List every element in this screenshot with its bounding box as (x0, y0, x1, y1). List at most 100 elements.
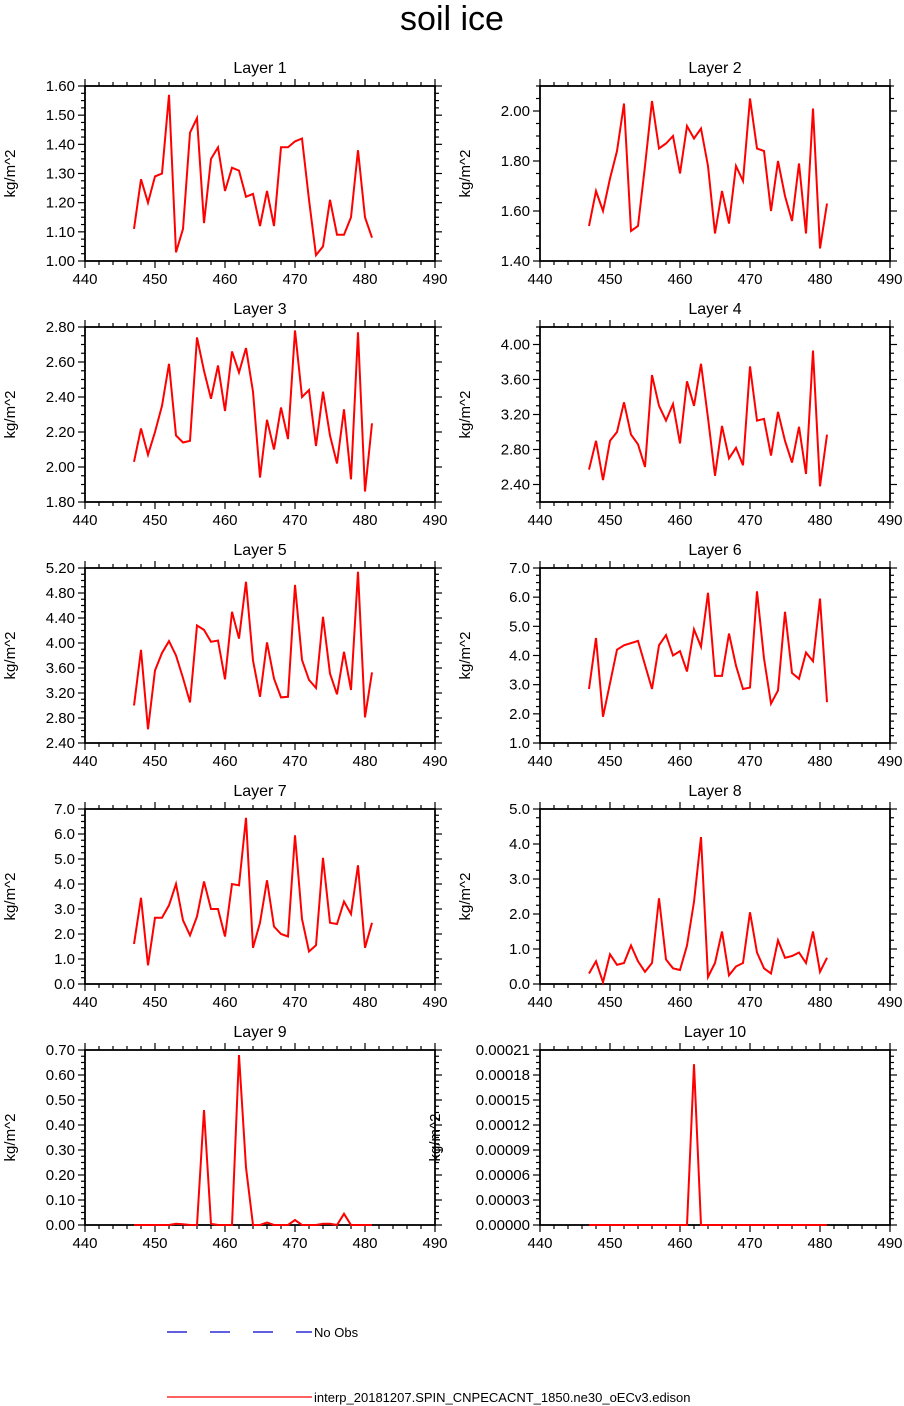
x-tick-label: 480 (352, 994, 377, 1011)
y-axis-label: kg/m^2 (2, 873, 19, 921)
x-tick-label: 470 (737, 512, 762, 529)
y-tick-label: 0.00006 (476, 1167, 530, 1184)
y-tick-label: 2.40 (501, 477, 530, 494)
x-tick-label: 470 (737, 994, 762, 1011)
y-tick-label: 4.40 (46, 610, 75, 627)
x-tick-label: 490 (422, 994, 447, 1011)
y-tick-label: 1.30 (46, 166, 75, 183)
y-tick-label: 0.00000 (476, 1217, 530, 1234)
y-tick-label: 3.0 (509, 677, 530, 694)
x-tick-label: 480 (807, 512, 832, 529)
legend-no-obs-label: No Obs (314, 1325, 359, 1340)
x-tick-label: 450 (142, 512, 167, 529)
y-axis-label: kg/m^2 (457, 632, 474, 680)
x-tick-label: 440 (72, 271, 97, 288)
y-tick-label: 0.00003 (476, 1192, 530, 1209)
y-axis-label: kg/m^2 (2, 1114, 19, 1162)
x-tick-label: 450 (142, 994, 167, 1011)
y-tick-label: 1.10 (46, 224, 75, 241)
y-tick-label: 2.60 (46, 354, 75, 371)
y-tick-label: 1.60 (46, 78, 75, 95)
figure-title: soil ice (400, 0, 504, 38)
y-tick-label: 1.40 (501, 253, 530, 270)
x-tick-label: 440 (527, 753, 552, 770)
y-axis-label: kg/m^2 (457, 391, 474, 439)
x-tick-label: 460 (212, 271, 237, 288)
panel-title: Layer 3 (233, 301, 286, 318)
x-tick-label: 480 (352, 753, 377, 770)
series-line (133, 817, 373, 966)
panel-layer-8: Layer 8 440 450 460 470 480 490 0.0 1.0 2.0 3.0 4.0… (457, 783, 903, 1011)
panel-title: Layer 4 (688, 301, 741, 318)
plot-frame (539, 567, 891, 744)
panel-layer-10: Layer 10 440 450 460 470 480 490 0.00000 0.00003… (427, 1024, 903, 1252)
series-line (588, 350, 828, 487)
x-tick-label: 480 (807, 1235, 832, 1252)
y-tick-label: 2.40 (46, 389, 75, 406)
x-tick-label: 470 (737, 753, 762, 770)
x-tick-label: 470 (282, 512, 307, 529)
y-tick-label: 5.0 (509, 801, 530, 818)
x-tick-label: 490 (877, 512, 902, 529)
series-line (589, 1064, 827, 1226)
y-tick-label: 0.70 (46, 1042, 75, 1059)
y-tick-label: 1.0 (509, 941, 530, 958)
panel-layer-9: Layer 9 440 450 460 470 480 490 0.00 0.10 0.20 0.3… (2, 1024, 448, 1252)
y-axis-label: kg/m^2 (457, 873, 474, 921)
plot-frame (84, 808, 436, 985)
x-tick-label: 480 (352, 1235, 377, 1252)
y-tick-label: 4.0 (54, 876, 75, 893)
y-tick-label: 0.30 (46, 1142, 75, 1159)
y-tick-label: 6.0 (54, 826, 75, 843)
x-tick-label: 450 (597, 512, 622, 529)
x-tick-label: 460 (667, 271, 692, 288)
x-tick-label: 490 (877, 994, 902, 1011)
y-tick-label: 0.50 (46, 1092, 75, 1109)
series-line (588, 836, 828, 986)
x-tick-label: 470 (282, 753, 307, 770)
panel-title: Layer 2 (688, 60, 741, 77)
x-tick-label: 440 (72, 994, 97, 1011)
y-axis-label: kg/m^2 (2, 391, 19, 439)
x-tick-label: 460 (667, 753, 692, 770)
y-tick-label: 1.00 (46, 253, 75, 270)
x-tick-label: 440 (527, 994, 552, 1011)
y-tick-label: 3.60 (501, 372, 530, 389)
y-tick-label: 3.20 (46, 685, 75, 702)
x-tick-label: 490 (877, 271, 902, 288)
x-tick-label: 440 (527, 512, 552, 529)
panel-title: Layer 5 (233, 542, 286, 559)
y-tick-label: 1.0 (54, 951, 75, 968)
x-tick-label: 470 (737, 271, 762, 288)
x-tick-label: 450 (597, 994, 622, 1011)
x-tick-label: 450 (597, 1235, 622, 1252)
x-tick-label: 470 (282, 994, 307, 1011)
y-tick-label: 0.40 (46, 1117, 75, 1134)
x-tick-label: 460 (667, 1235, 692, 1252)
y-tick-label: 1.0 (509, 735, 530, 752)
y-tick-label: 0.60 (46, 1067, 75, 1084)
y-tick-label: 5.0 (509, 618, 530, 635)
x-tick-label: 450 (142, 271, 167, 288)
x-tick-label: 440 (72, 1235, 97, 1252)
x-tick-label: 490 (422, 1235, 447, 1252)
y-tick-label: 0.00 (46, 1217, 75, 1234)
y-tick-label: 0.00021 (476, 1042, 530, 1059)
y-tick-label: 2.00 (46, 459, 75, 476)
x-tick-label: 480 (352, 512, 377, 529)
y-axis-label: kg/m^2 (2, 632, 19, 680)
y-tick-label: 1.40 (46, 136, 75, 153)
panel-title: Layer 7 (233, 783, 286, 800)
y-tick-label: 3.0 (509, 871, 530, 888)
y-tick-label: 2.0 (509, 706, 530, 723)
y-axis-label: kg/m^2 (457, 150, 474, 198)
y-tick-label: 3.20 (501, 407, 530, 424)
panel-layer-6: Layer 6 440 450 460 470 480 490 1.0 2.0 3.0 4.0 5.0… (457, 542, 903, 770)
series-line (133, 330, 373, 492)
y-tick-label: 6.0 (509, 589, 530, 606)
y-tick-label: 0.0 (54, 976, 75, 993)
panels-grid: Layer 1 440 450 460 470 480 490 1.00 1.10 1.20 1.3… (2, 60, 903, 1252)
y-tick-label: 4.00 (46, 635, 75, 652)
y-tick-label: 7.0 (54, 801, 75, 818)
y-tick-label: 0.0 (509, 976, 530, 993)
